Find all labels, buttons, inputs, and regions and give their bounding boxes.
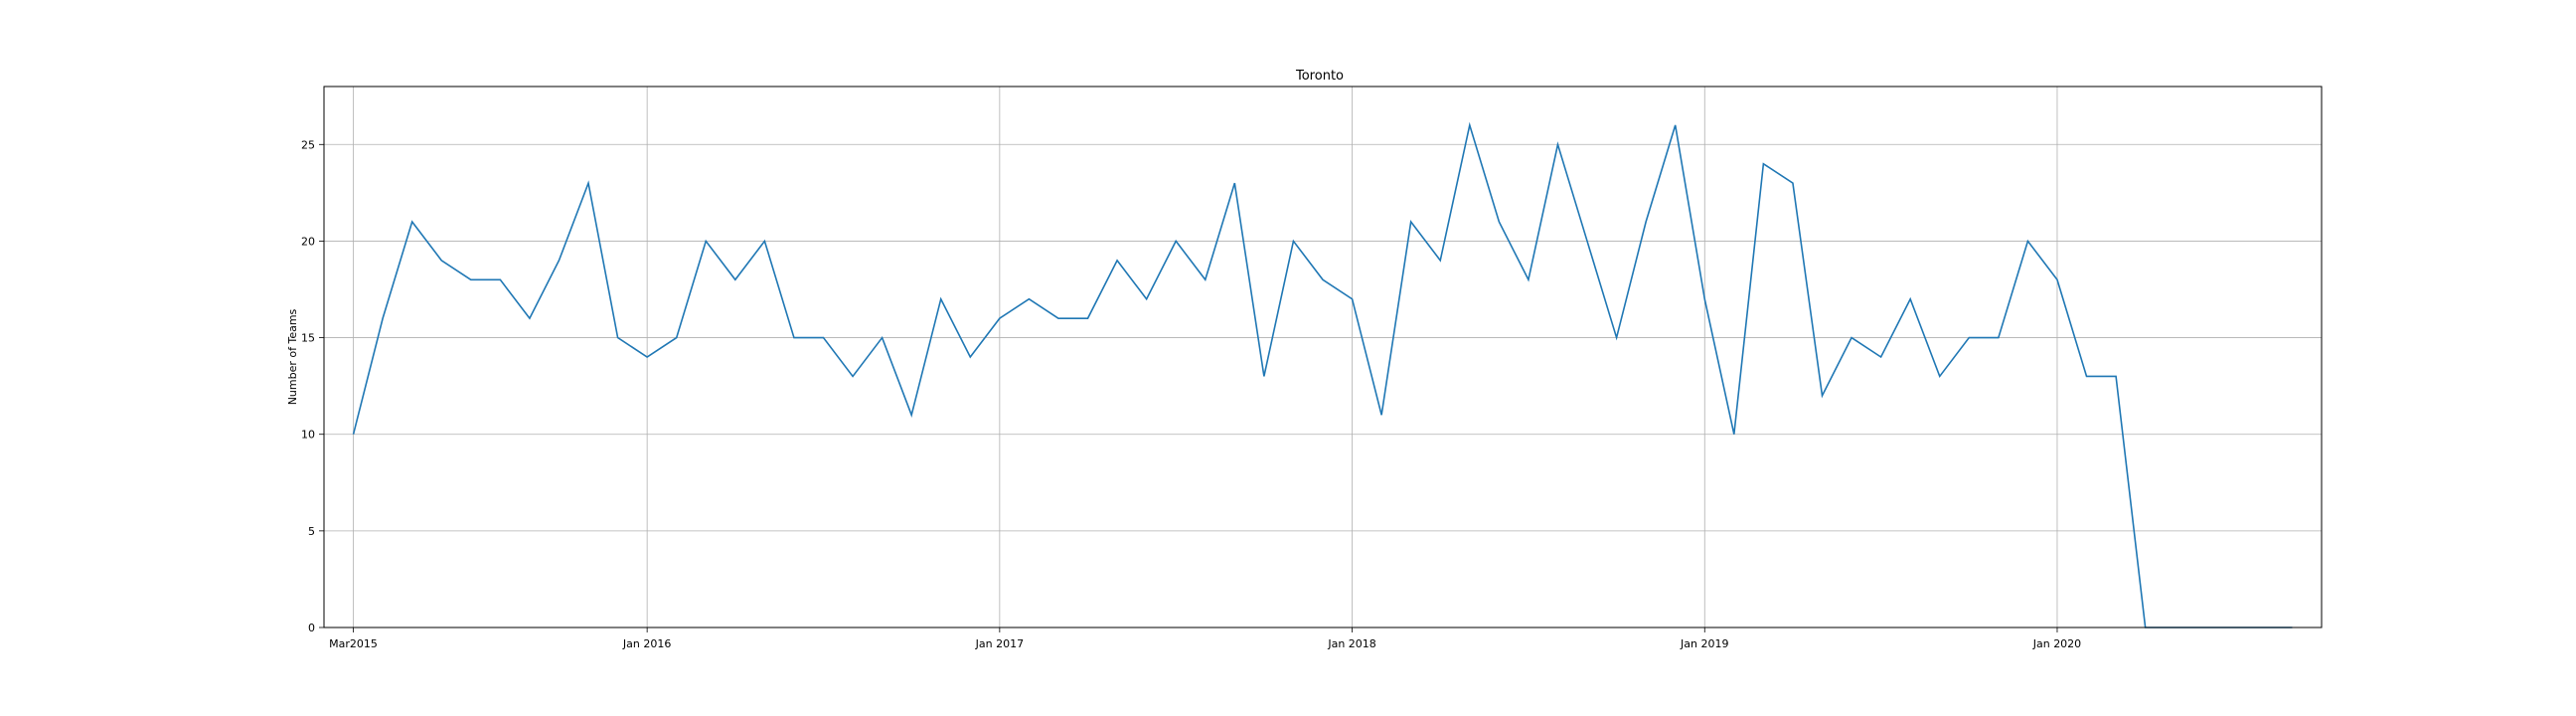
y-tick-label: 20 bbox=[301, 235, 315, 248]
x-tick-label: Jan 2020 bbox=[2032, 637, 2081, 650]
x-tick-label: Jan 2017 bbox=[975, 637, 1024, 650]
x-tick-label: Jan 2019 bbox=[1680, 637, 1728, 650]
grid-lines bbox=[324, 87, 2322, 628]
x-tick-label: Jan 2018 bbox=[1327, 637, 1375, 650]
series-line bbox=[352, 121, 2293, 628]
y-tick-label: 10 bbox=[301, 429, 315, 442]
axis-ticks: 0 5 10 15 20 25 Mar2015 Jan 2016 Jan 2017 Jan 201… bbox=[301, 138, 2081, 650]
x-tick-label: Jan 2016 bbox=[622, 637, 671, 650]
plot-frame bbox=[323, 86, 2323, 628]
x-tick-label: Mar2015 bbox=[329, 637, 378, 650]
y-tick-label: 15 bbox=[301, 332, 315, 345]
chart-title: Toronto bbox=[1295, 69, 1344, 84]
y-tick-label: 25 bbox=[301, 138, 315, 151]
y-tick-label: 0 bbox=[308, 622, 315, 634]
y-axis-label: Number of Teams bbox=[286, 308, 299, 405]
y-tick-label: 5 bbox=[308, 525, 315, 538]
